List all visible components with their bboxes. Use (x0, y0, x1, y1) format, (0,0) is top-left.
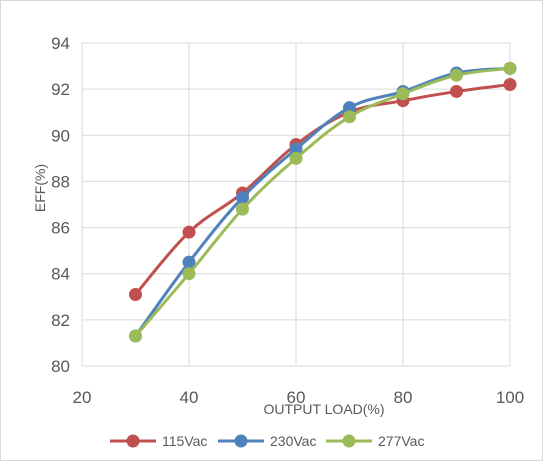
data-point (343, 101, 356, 115)
legend-marker (234, 434, 248, 448)
x-tick-label: 100 (496, 388, 524, 407)
y-tick-label: 88 (51, 172, 70, 191)
data-point (182, 225, 196, 239)
data-point (236, 191, 249, 205)
data-point (343, 110, 356, 124)
data-point (396, 87, 410, 101)
data-point (450, 68, 463, 82)
legend-marker (342, 434, 356, 448)
legend-item: 277Vac (326, 433, 424, 449)
x-tick-labels: 20 40 60 80 100 (73, 388, 525, 407)
y-tick-label: 86 (51, 219, 70, 238)
series-line (134, 66, 511, 337)
data-point (129, 287, 142, 301)
data-point (289, 142, 303, 156)
legend-marker (126, 434, 140, 448)
data-point (289, 151, 303, 165)
y-tick-label: 84 (51, 265, 70, 284)
y-tick-label: 90 (51, 126, 70, 145)
series-lines (129, 61, 517, 343)
gridlines (81, 42, 511, 367)
x-tick-label: 60 (287, 388, 306, 407)
data-point (236, 202, 249, 216)
x-tick-label: 80 (394, 388, 413, 407)
y-tick-label: 92 (51, 80, 70, 99)
legend-label: 230Vac (270, 433, 316, 449)
y-tick-labels: 80 82 84 86 88 90 92 94 (51, 34, 70, 376)
y-tick-label: 82 (51, 311, 70, 330)
data-point (450, 84, 463, 98)
series-line (134, 66, 511, 337)
data-point (129, 329, 142, 343)
series-277Vac (129, 61, 517, 343)
x-tick-label: 40 (180, 388, 199, 407)
legend-label: 115Vac (162, 433, 207, 449)
data-point (182, 255, 196, 269)
y-tick-label: 80 (51, 357, 70, 376)
legend-label: 277Vac (378, 433, 424, 449)
legend-item: 115Vac (110, 433, 207, 449)
y-tick-label: 94 (51, 34, 70, 53)
x-tick-label: 20 (73, 388, 92, 407)
legend-item: 230Vac (218, 433, 316, 449)
data-point (503, 78, 517, 92)
legend: 115Vac 230Vac 277Vac (110, 433, 424, 449)
data-point (182, 267, 196, 281)
series-230Vac (129, 61, 517, 343)
y-axis-label: EFF(%) (32, 164, 48, 212)
x-axis-label: OUTPUT LOAD(%) (263, 401, 384, 417)
data-point (503, 61, 517, 75)
